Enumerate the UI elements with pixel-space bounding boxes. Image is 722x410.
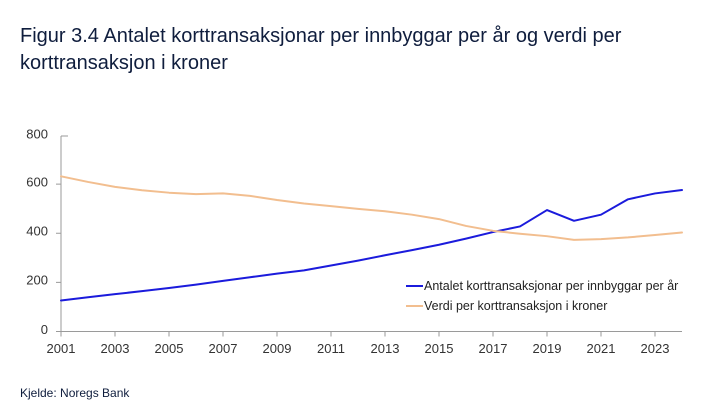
- svg-text:2011: 2011: [317, 341, 345, 356]
- svg-text:Verdi per korttransaksjon i kr: Verdi per korttransaksjon i kroner: [424, 299, 607, 313]
- svg-text:600: 600: [26, 174, 48, 189]
- svg-text:2019: 2019: [533, 341, 562, 356]
- svg-text:2007: 2007: [209, 341, 238, 356]
- svg-text:2003: 2003: [101, 341, 130, 356]
- svg-text:800: 800: [26, 126, 48, 141]
- svg-text:2017: 2017: [479, 341, 508, 356]
- svg-text:2013: 2013: [371, 341, 400, 356]
- svg-text:2015: 2015: [425, 341, 454, 356]
- svg-text:0: 0: [41, 322, 48, 337]
- svg-text:400: 400: [26, 224, 48, 239]
- svg-text:2001: 2001: [47, 341, 76, 356]
- svg-text:Antalet korttransaksjonar per: Antalet korttransaksjonar per innbyggar …: [424, 279, 678, 293]
- svg-text:2009: 2009: [263, 341, 292, 356]
- svg-text:2021: 2021: [587, 341, 616, 356]
- svg-text:200: 200: [26, 273, 48, 288]
- svg-text:2023: 2023: [641, 341, 670, 356]
- svg-text:2005: 2005: [155, 341, 184, 356]
